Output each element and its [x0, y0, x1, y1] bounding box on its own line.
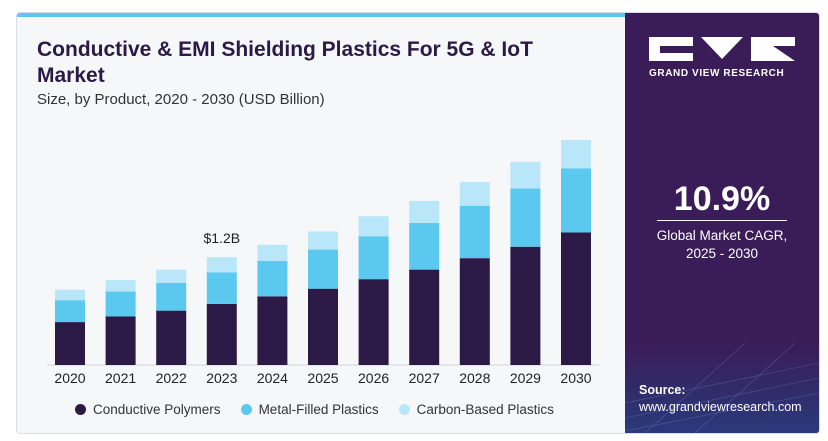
- bar-conductive-polymers-2028: [459, 258, 490, 365]
- bar-metal-filled-plastics-2022: [156, 282, 187, 311]
- bar-conductive-polymers-2025: [308, 288, 338, 365]
- legend-item-carbon-based-plastics: Carbon-Based Plastics: [398, 402, 554, 417]
- bar-carbon-based-plastics-2020: [55, 289, 85, 301]
- bar-conductive-polymers-2023: [206, 303, 237, 365]
- legend-item-conductive-polymers: Conductive Polymers: [75, 402, 221, 417]
- bar-conductive-polymers-2020: [55, 322, 85, 365]
- x-tick-label-2025: 2025: [307, 370, 338, 386]
- bar-metal-filled-plastics-2029: [510, 188, 541, 247]
- legend-swatch-metal-filled-plastics: [240, 404, 252, 415]
- bar-metal-filled-plastics-2027: [409, 222, 440, 270]
- legend-item-metal-filled-plastics: Metal-Filled Plastics: [240, 402, 379, 417]
- x-tick-label-2026: 2026: [358, 370, 389, 386]
- x-tick-label-2022: 2022: [156, 370, 187, 386]
- bar-carbon-based-plastics-2022: [156, 269, 187, 283]
- chart-panel: Conductive & EMI Shielding Plastics For …: [17, 17, 625, 433]
- cagr-value: 10.9%: [673, 180, 771, 218]
- bar-conductive-polymers-2030: [561, 232, 591, 365]
- chart-subtitle: Size, by Product, 2020 - 2030 (USD Billi…: [37, 91, 325, 108]
- x-tick-label-2028: 2028: [459, 370, 490, 386]
- bar-carbon-based-plastics-2024: [257, 244, 288, 262]
- x-tick-label-2027: 2027: [409, 370, 440, 386]
- legend-label-carbon-based-plastics: Carbon-Based Plastics: [416, 402, 554, 417]
- cagr-divider: [657, 220, 787, 221]
- bar-carbon-based-plastics-2029: [510, 161, 541, 189]
- legend-swatch-carbon-based-plastics: [398, 404, 410, 415]
- cagr-label: Global Market CAGR, 2025 - 2030: [625, 227, 819, 263]
- stacked-bar-chart: 2020 2021 2022 2023 $1.2B 2024 2025 2026 2027 202…: [47, 139, 599, 386]
- bar-metal-filled-plastics-2026: [358, 236, 389, 280]
- cagr-label-line2: 2025 - 2030: [685, 246, 759, 261]
- bar-metal-filled-plastics-2025: [308, 249, 338, 289]
- bar-carbon-based-plastics-2027: [409, 200, 440, 223]
- data-label-2023: $1.2B: [204, 230, 241, 246]
- bar-conductive-polymers-2027: [409, 269, 440, 365]
- bar-carbon-based-plastics-2028: [459, 181, 490, 206]
- source-url[interactable]: www.grandviewresearch.com: [639, 400, 802, 414]
- accent-top-line: [17, 13, 625, 17]
- bar-metal-filled-plastics-2024: [257, 261, 288, 297]
- bar-carbon-based-plastics-2030: [561, 139, 591, 169]
- bar-carbon-based-plastics-2026: [358, 216, 389, 237]
- bar-conductive-polymers-2024: [257, 296, 288, 365]
- x-tick-label-2024: 2024: [257, 370, 288, 386]
- bar-conductive-polymers-2026: [358, 279, 389, 365]
- bar-metal-filled-plastics-2030: [561, 168, 591, 233]
- bar-metal-filled-plastics-2021: [105, 291, 136, 317]
- x-tick-label-2030: 2030: [560, 370, 591, 386]
- x-tick-label-2023: 2023: [206, 370, 237, 386]
- chart-title: Conductive & EMI Shielding Plastics For …: [37, 38, 533, 87]
- source-background-pattern: [625, 343, 819, 433]
- bar-carbon-based-plastics-2025: [308, 231, 338, 250]
- bar-carbon-based-plastics-2023: [206, 257, 237, 273]
- chart-legend: Conductive Polymers Metal-Filled Plastic…: [75, 402, 554, 417]
- bar-conductive-polymers-2021: [105, 316, 136, 365]
- legend-label-conductive-polymers: Conductive Polymers: [93, 402, 221, 417]
- x-tick-label-2021: 2021: [105, 370, 136, 386]
- cagr-label-line1: Global Market CAGR,: [656, 228, 788, 243]
- source-label: Source:: [639, 383, 686, 397]
- bar-conductive-polymers-2029: [510, 246, 541, 365]
- infographic-card: Conductive & EMI Shielding Plastics For …: [16, 12, 820, 434]
- x-tick-label-2020: 2020: [54, 370, 85, 386]
- grand-view-research-logo-icon: [649, 37, 795, 61]
- bar-metal-filled-plastics-2028: [459, 205, 490, 259]
- bar-metal-filled-plastics-2020: [55, 300, 85, 323]
- bar-metal-filled-plastics-2023: [206, 272, 237, 304]
- brand-name: GRAND VIEW RESEARCH: [649, 68, 785, 79]
- brand-panel: GRAND VIEW RESEARCH 10.9% Global Market …: [625, 13, 819, 433]
- bar-conductive-polymers-2022: [156, 310, 187, 365]
- bar-carbon-based-plastics-2021: [105, 280, 136, 292]
- legend-label-metal-filled-plastics: Metal-Filled Plastics: [258, 402, 379, 417]
- x-tick-label-2029: 2029: [510, 370, 541, 386]
- legend-swatch-conductive-polymers: [75, 404, 86, 415]
